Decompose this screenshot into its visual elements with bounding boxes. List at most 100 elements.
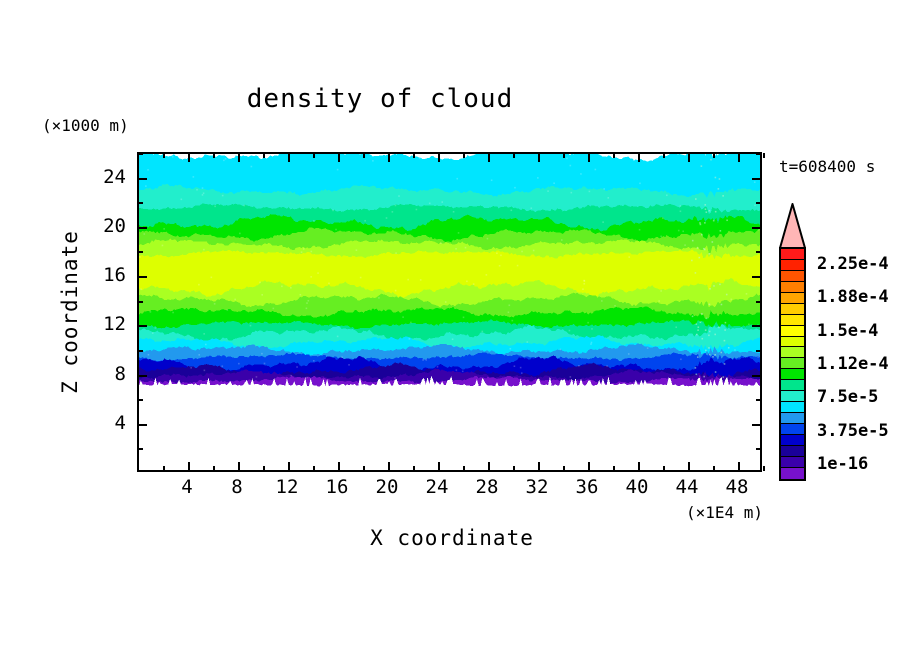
y-axis-tick [138, 202, 143, 205]
y-axis-title: Z coordinate [58, 230, 82, 394]
x-axis-tick [463, 153, 465, 158]
colorbar-band [781, 358, 804, 370]
x-axis-title: X coordinate [370, 526, 534, 550]
colorbar-tick-label: 1.12e-4 [817, 354, 889, 374]
colorbar-band [781, 292, 804, 304]
colorbar-band [781, 314, 804, 326]
colorbar-band [781, 325, 804, 337]
x-axis-tick [338, 153, 340, 162]
y-axis-tick [138, 177, 147, 180]
y-axis-unit-caption: (×1000 m) [42, 116, 129, 135]
y-axis-tick [756, 153, 761, 155]
x-axis-tick [513, 153, 515, 158]
colorbar-tick-label: 1e-16 [817, 454, 869, 475]
x-axis-tick [688, 462, 690, 471]
y-axis-tick [138, 349, 143, 352]
x-axis-tick-label: 40 [625, 476, 649, 498]
colorbar-band [781, 391, 804, 403]
y-axis-tick [138, 276, 147, 279]
x-axis-tick-label: 20 [375, 476, 399, 498]
page-title: density of cloud [246, 84, 514, 114]
y-axis-tick [138, 226, 147, 229]
x-axis-tick [238, 153, 240, 162]
x-axis-tick [413, 466, 415, 471]
x-axis-tick [563, 466, 565, 471]
x-axis-tick [663, 153, 665, 158]
colorbar-tick-label: 1.5e-4 [817, 320, 879, 341]
x-axis-tick [563, 153, 565, 158]
x-axis-tick [713, 466, 715, 471]
y-axis-tick [138, 399, 143, 402]
colorbar-band [781, 281, 804, 293]
x-axis-tick [613, 466, 615, 471]
y-axis-tick [756, 349, 761, 352]
x-axis-tick [488, 462, 490, 471]
y-axis-tick [138, 300, 143, 303]
x-axis-tick [263, 466, 265, 471]
contour-field [139, 154, 760, 470]
y-axis-tick [752, 226, 761, 229]
colorbar-bands [779, 247, 806, 481]
y-axis-tick [752, 276, 761, 279]
colorbar-band [781, 347, 804, 359]
y-axis-tick [756, 251, 761, 254]
y-axis-tick [752, 374, 761, 377]
colorbar-band [781, 259, 804, 271]
colorbar-band [781, 380, 804, 392]
x-axis-tick [438, 462, 440, 471]
x-axis-tick [663, 466, 665, 471]
x-axis-tick [238, 462, 240, 471]
x-axis-tick [188, 153, 190, 162]
colorbar-band [781, 402, 804, 414]
x-axis-tick [688, 153, 690, 162]
x-axis-tick [288, 462, 290, 471]
x-axis-tick [538, 462, 540, 471]
colorbar-band [781, 369, 804, 381]
field-noise [139, 154, 760, 379]
cloud-base-mask [139, 375, 760, 470]
y-axis-tick [138, 325, 147, 328]
colorbar-band [781, 249, 804, 260]
x-axis-tick [763, 466, 765, 471]
x-axis-tick [613, 153, 615, 158]
colorbar-band [781, 303, 804, 315]
x-axis-tick [763, 153, 765, 158]
y-axis-tick [138, 374, 147, 377]
y-axis-tick [752, 325, 761, 328]
x-axis-tick [163, 466, 165, 471]
y-axis-tick [138, 448, 143, 451]
colorbar-band [781, 445, 804, 457]
x-axis-tick [188, 462, 190, 471]
x-axis-tick-label: 36 [575, 476, 599, 498]
y-axis-tick [756, 202, 761, 205]
x-axis-tick [313, 153, 315, 158]
colorbar-tick-label: 7.5e-5 [817, 387, 879, 408]
y-axis-tick [138, 423, 147, 426]
y-axis-tick-label: 8 [114, 362, 126, 385]
y-axis-tick-label: 4 [114, 411, 126, 434]
y-axis-tick [752, 177, 761, 180]
colorbar-band [781, 336, 804, 348]
x-axis-tick-label: 48 [725, 476, 749, 498]
colorbar-band [781, 424, 804, 435]
y-axis-tick [138, 251, 143, 254]
x-axis-tick [738, 153, 740, 162]
x-axis-tick [313, 466, 315, 471]
x-axis-tick [488, 153, 490, 162]
colorbar-tick-label: 3.75e-5 [817, 420, 889, 441]
y-axis-tick-label: 20 [103, 214, 126, 237]
y-axis-tick [756, 300, 761, 303]
y-axis-tick [756, 399, 761, 402]
x-axis-tick [713, 153, 715, 158]
x-axis-tick-label: 24 [425, 476, 449, 498]
x-axis-tick [463, 466, 465, 471]
x-axis-tick-label: 44 [675, 476, 699, 498]
x-axis-tick [388, 462, 390, 471]
x-axis-tick [163, 153, 165, 158]
x-axis-tick [638, 462, 640, 471]
x-axis-tick [588, 462, 590, 471]
y-axis-tick-label: 16 [103, 264, 126, 287]
x-axis-tick-label: 28 [475, 476, 499, 498]
y-axis-tick [752, 423, 761, 426]
